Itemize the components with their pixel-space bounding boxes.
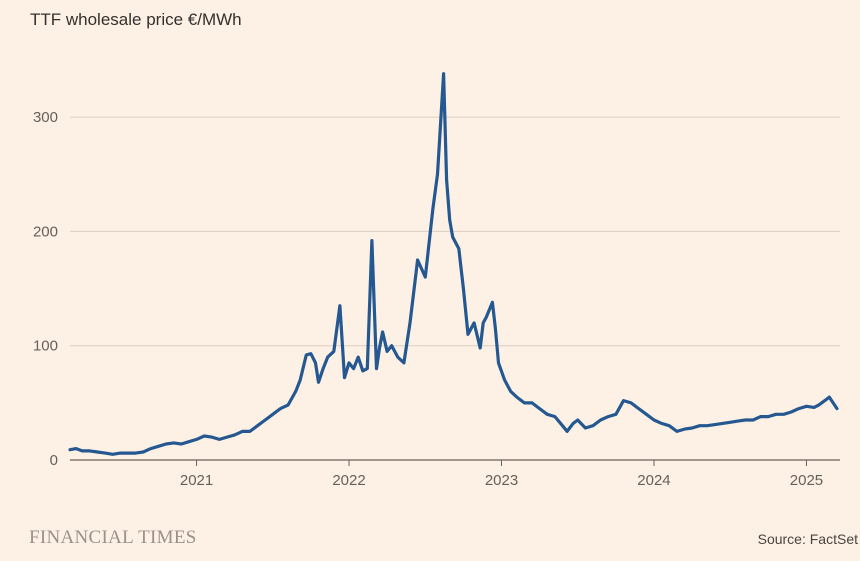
- y-tick-label: 100: [33, 338, 58, 355]
- y-tick-label: 200: [33, 223, 58, 240]
- source-note: Source: FactSet: [757, 531, 858, 547]
- gridlines: [70, 116, 840, 347]
- y-tick-label: 300: [33, 109, 58, 126]
- series-layer: [68, 72, 839, 456]
- x-tick-label: 2024: [637, 472, 670, 489]
- ft-logo: FINANCIAL TIMES: [29, 527, 197, 548]
- x-tick-label: 2022: [332, 472, 365, 489]
- chart-title: TTF wholesale price €/MWh: [30, 10, 242, 29]
- x-tick-label: 2021: [180, 472, 213, 489]
- x-tick-label: 2023: [485, 472, 518, 489]
- y-tick-label: 0: [50, 452, 58, 469]
- series-line-0: [68, 72, 839, 456]
- x-axis-ticks: 2021 2022 2023 2024 2025: [180, 460, 823, 489]
- y-axis-ticks: 0 100 200 300: [33, 109, 58, 469]
- x-tick-label: 2025: [790, 472, 823, 489]
